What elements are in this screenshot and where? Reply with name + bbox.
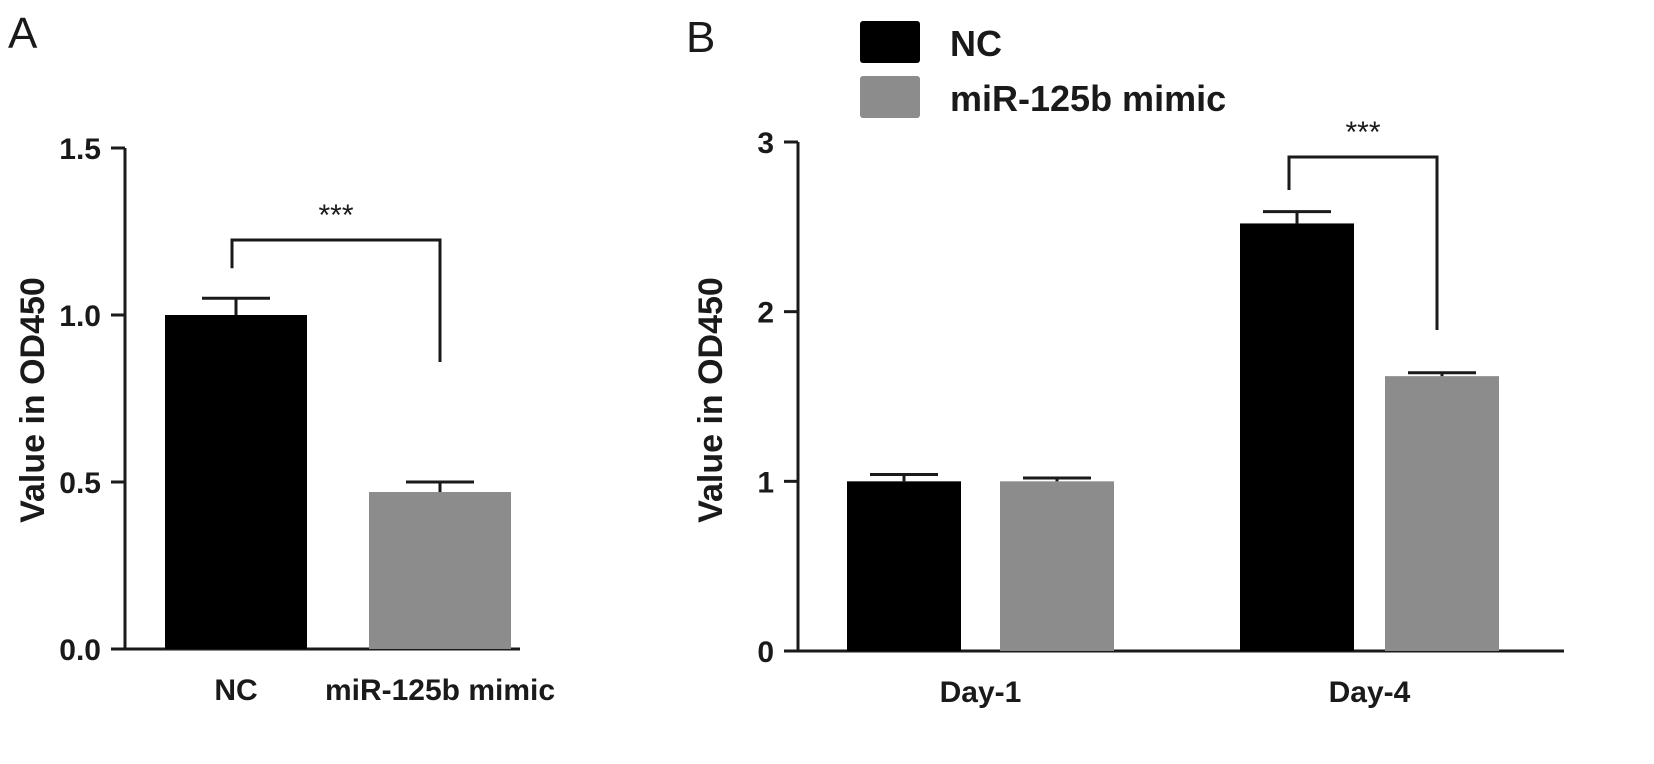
panel-b-y-tick-label: 1 [757, 466, 774, 499]
panel-b-category-label: Day-4 [1329, 676, 1411, 709]
panel-b-significance-bracket [1287, 155, 1439, 330]
panel-a-category-label: miR-125b mimic [325, 674, 555, 707]
panel-a-category-label: NC [214, 674, 257, 707]
panel-a-significance-label: *** [318, 199, 353, 232]
panel-b-category-label: Day-1 [940, 676, 1022, 709]
panel-b-y-tick-label: 3 [757, 127, 774, 160]
panel-b-letter: B [686, 13, 715, 62]
panel-b-significance-label: *** [1345, 116, 1380, 149]
panel-a-bar-nc [165, 315, 307, 649]
panel-b-y-tick-label: 0 [757, 636, 774, 669]
panel-a-significance-bracket [230, 238, 442, 362]
panel-b-bar-day-1-mimic [1000, 481, 1114, 651]
panel-a-letter: A [8, 9, 38, 58]
panel-b-bar-day-1-nc [847, 481, 961, 651]
panel-a-y-tick-label: 0.5 [59, 467, 101, 500]
panel-b-y-axis-title: Value in OD450 [692, 277, 730, 523]
panel-a: A Value in OD450 0.0 0.5 1.0 1.5 NC miR-125b … [8, 9, 555, 707]
panel-a-bar-mimic [369, 492, 511, 649]
panel-a-y-tick-label: 0.0 [59, 634, 101, 667]
panel-a-y-tick-label: 1.5 [59, 133, 101, 166]
legend-label-mimic: miR-125b mimic [950, 78, 1226, 119]
panel-a-y-tick-label: 1.0 [59, 300, 101, 333]
legend-swatch-nc [860, 21, 920, 63]
panel-b-bar-day-4-mimic [1385, 376, 1499, 651]
panel-b-y-tick-label: 2 [757, 297, 774, 330]
legend: NC miR-125b mimic [860, 21, 1226, 119]
legend-label-nc: NC [950, 23, 1002, 64]
panel-b-bar-day-4-nc [1240, 223, 1354, 651]
legend-swatch-mimic [860, 76, 920, 118]
panel-b: B Value in OD450 NC miR-125b mimic 0 1 2 3 D… [686, 13, 1564, 709]
panel-a-y-axis-title: Value in OD450 [14, 277, 52, 523]
